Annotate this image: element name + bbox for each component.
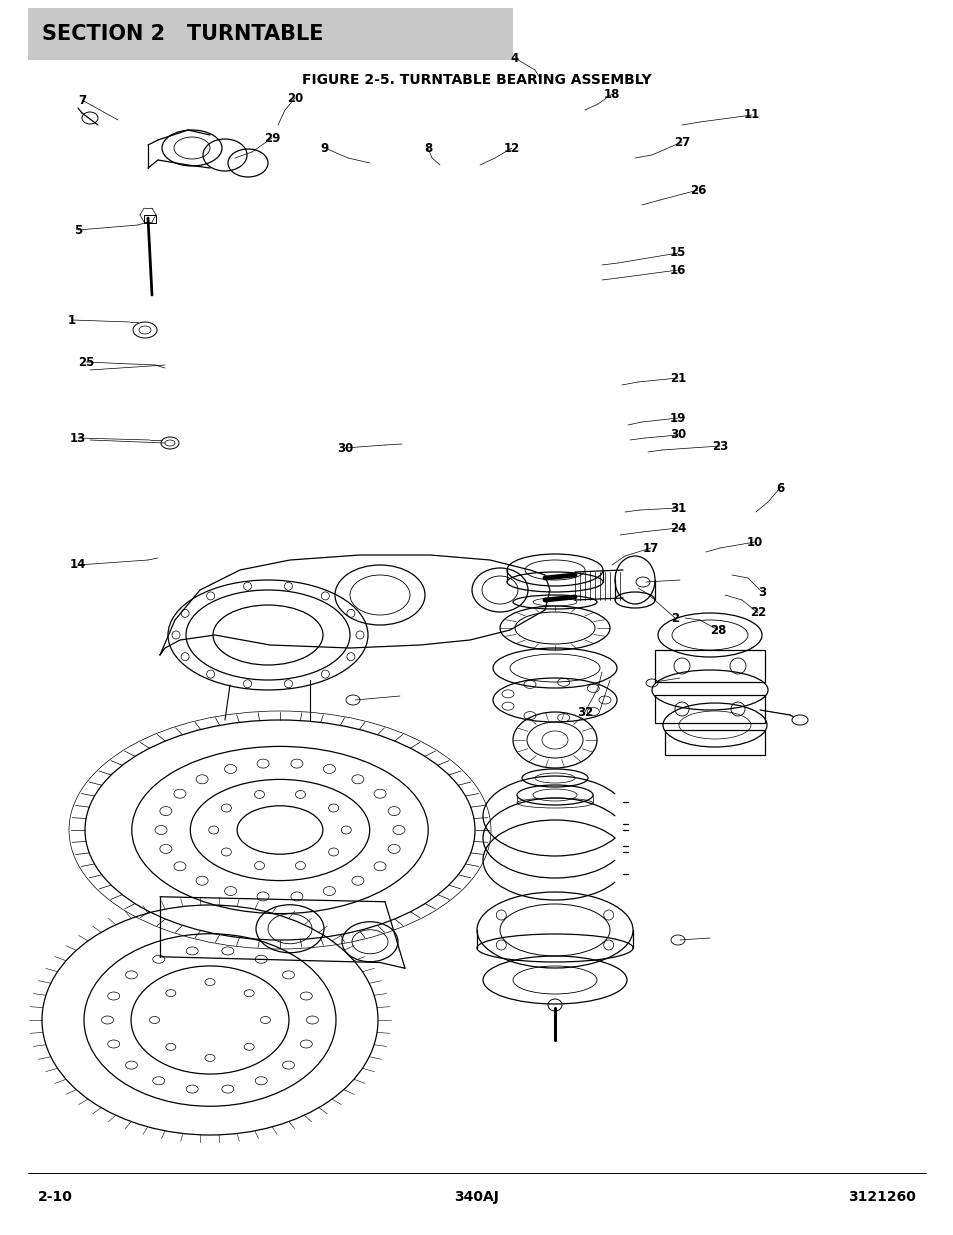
Text: FIGURE 2-5. TURNTABLE BEARING ASSEMBLY: FIGURE 2-5. TURNTABLE BEARING ASSEMBLY: [302, 73, 651, 86]
Text: 9: 9: [320, 142, 329, 154]
Text: 23: 23: [711, 440, 727, 452]
Text: 28: 28: [709, 624, 725, 636]
Text: 19: 19: [669, 411, 685, 425]
Text: 24: 24: [669, 521, 685, 535]
Text: 22: 22: [749, 606, 765, 620]
Text: 3121260: 3121260: [847, 1191, 915, 1204]
Text: 26: 26: [689, 184, 705, 196]
Text: 20: 20: [287, 91, 303, 105]
Text: 25: 25: [78, 356, 94, 368]
Text: 5: 5: [73, 224, 82, 236]
Text: 15: 15: [669, 247, 685, 259]
Text: 30: 30: [669, 429, 685, 441]
Text: 13: 13: [70, 431, 86, 445]
Text: 3: 3: [757, 585, 765, 599]
Text: SECTION 2   TURNTABLE: SECTION 2 TURNTABLE: [42, 23, 323, 44]
Text: 2: 2: [670, 611, 679, 625]
Text: 11: 11: [743, 109, 760, 121]
Text: 7: 7: [78, 94, 86, 106]
Text: 8: 8: [423, 142, 432, 154]
Text: 29: 29: [264, 131, 280, 144]
Text: 21: 21: [669, 372, 685, 384]
Text: 12: 12: [503, 142, 519, 154]
Text: 30: 30: [336, 441, 353, 454]
Text: 31: 31: [669, 501, 685, 515]
Ellipse shape: [791, 715, 807, 725]
Text: 16: 16: [669, 263, 685, 277]
Text: 1: 1: [68, 314, 76, 326]
Bar: [28, 7, 513, 61]
Text: 10: 10: [746, 536, 762, 548]
Text: 6: 6: [775, 482, 783, 494]
Text: 18: 18: [603, 88, 619, 100]
Text: 17: 17: [642, 541, 659, 555]
Bar: [655, 695, 764, 722]
Bar: [664, 730, 764, 755]
Text: 340AJ: 340AJ: [454, 1191, 499, 1204]
Text: 4: 4: [511, 52, 518, 64]
Bar: [655, 650, 764, 682]
Text: 2-10: 2-10: [38, 1191, 72, 1204]
Text: 32: 32: [577, 705, 593, 719]
Bar: [144, 215, 156, 224]
Text: 27: 27: [673, 136, 689, 148]
Text: 14: 14: [70, 558, 86, 572]
